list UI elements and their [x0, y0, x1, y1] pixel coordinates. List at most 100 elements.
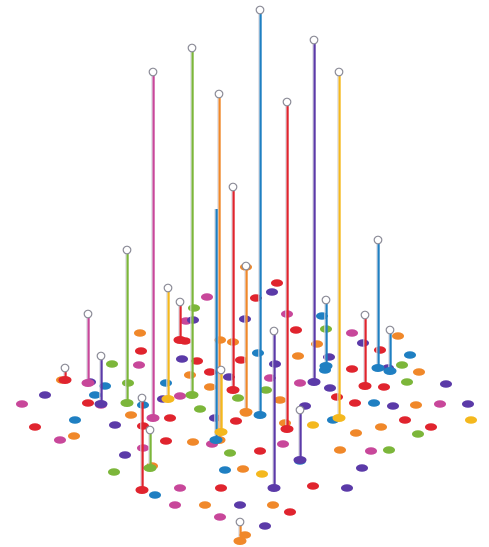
base-dot — [239, 531, 251, 539]
stem-base-dot — [239, 408, 253, 416]
stem — [233, 517, 247, 545]
base-dot — [412, 430, 424, 438]
stem-top-ring — [214, 89, 224, 99]
base-dot — [349, 399, 361, 407]
stem — [383, 325, 397, 375]
base-dot — [375, 423, 387, 431]
stem — [239, 261, 253, 416]
stem-top-ring — [175, 297, 185, 307]
base-dot — [204, 383, 216, 391]
stem — [267, 326, 281, 492]
stem-top-ring — [241, 261, 251, 271]
base-dot — [199, 501, 211, 509]
base-dot — [271, 279, 283, 287]
stem-top-ring — [163, 283, 173, 293]
stem — [94, 351, 108, 408]
stem-base-dot — [293, 456, 307, 464]
base-dot — [108, 468, 120, 476]
base-dot — [160, 437, 172, 445]
base-dot — [401, 378, 413, 386]
base-dot — [125, 411, 137, 419]
stem-top-ring — [60, 363, 70, 373]
stem-top-ring — [334, 67, 344, 77]
stem-base-dot — [58, 376, 72, 384]
base-dot — [346, 365, 358, 373]
base-dot — [284, 508, 296, 516]
stem-top-ring — [145, 425, 155, 435]
stem-base-dot — [358, 382, 372, 390]
stem-base-dot — [146, 414, 160, 422]
base-dot — [334, 446, 346, 454]
base-dot — [357, 339, 369, 347]
base-dot — [465, 416, 477, 424]
base-dot — [29, 423, 41, 431]
stem — [161, 283, 175, 403]
stem-top-ring — [83, 309, 93, 319]
stem-top-ring — [321, 295, 331, 305]
stem-base-dot — [185, 391, 199, 399]
base-dot — [174, 484, 186, 492]
stem-base-dot — [214, 428, 228, 436]
base-dot — [383, 446, 395, 454]
base-dot — [462, 400, 474, 408]
base-dot — [69, 416, 81, 424]
base-dot — [191, 357, 203, 365]
base-dot — [82, 399, 94, 407]
stem — [358, 310, 372, 390]
base-dot — [256, 470, 268, 478]
base-dot — [266, 288, 278, 296]
stem-top-ring — [255, 5, 265, 15]
stem-base-dot — [226, 386, 240, 394]
stem — [226, 182, 240, 394]
stem — [280, 97, 294, 433]
stem — [173, 297, 187, 344]
base-dot — [374, 346, 386, 354]
base-dot — [294, 379, 306, 387]
base-dot — [232, 394, 244, 402]
base-dot — [219, 466, 231, 474]
base-dot — [341, 484, 353, 492]
base-dot — [184, 371, 196, 379]
stem-top-ring — [373, 235, 383, 245]
base-dot — [365, 447, 377, 455]
stem — [293, 405, 307, 464]
base-dot — [214, 513, 226, 521]
stem-base-dot — [371, 364, 385, 372]
base-dot — [174, 392, 186, 400]
base-dot — [39, 391, 51, 399]
base-dot — [440, 380, 452, 388]
base-dot — [350, 429, 362, 437]
stem-base-dot — [120, 399, 134, 407]
base-dot — [235, 356, 247, 364]
stem-base-dot — [81, 379, 95, 387]
base-dot — [274, 396, 286, 404]
stem-base-dot — [143, 464, 157, 472]
stem-base-dot — [161, 395, 175, 403]
stem-base-dot — [383, 367, 397, 375]
base-dot — [399, 416, 411, 424]
base-dot — [331, 393, 343, 401]
base-dot — [89, 391, 101, 399]
base-dot — [425, 423, 437, 431]
base-dot — [54, 436, 66, 444]
stem-top-ring — [309, 35, 319, 45]
base-dot — [176, 355, 188, 363]
base-dot — [396, 361, 408, 369]
base-dot — [134, 329, 146, 337]
base-dot — [224, 449, 236, 457]
stem-base-dot — [173, 336, 187, 344]
base-dot — [392, 332, 404, 340]
base-dot — [106, 360, 118, 368]
base-dot — [259, 522, 271, 530]
stem-base-dot — [332, 414, 346, 422]
stem — [319, 295, 333, 370]
base-dot — [149, 491, 161, 499]
base-dot — [204, 368, 216, 376]
base-dot — [169, 501, 181, 509]
base-dot — [194, 405, 206, 413]
stem-top-ring — [269, 326, 279, 336]
base-dot — [404, 351, 416, 359]
stem — [209, 209, 223, 444]
stem-top-ring — [187, 43, 197, 53]
